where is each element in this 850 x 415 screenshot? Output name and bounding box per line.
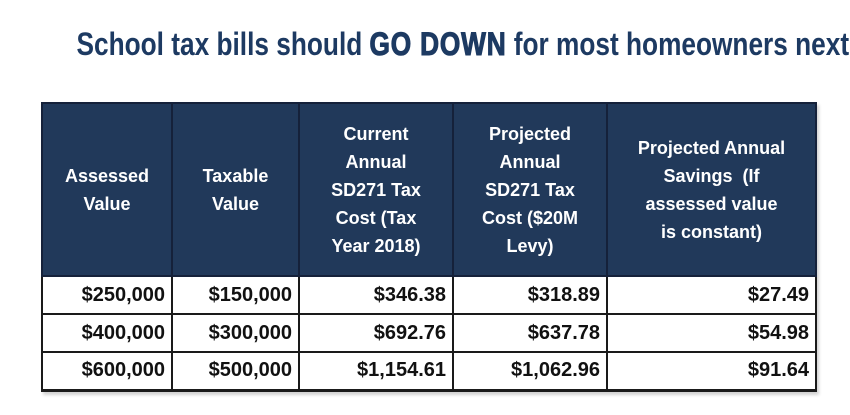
column-header-assessed-value: Assessed Value [41, 102, 173, 277]
cell-projected-savings: $27.49 [606, 275, 817, 315]
cell-taxable-value: $150,000 [171, 275, 300, 315]
cell-assessed-value: $400,000 [41, 313, 173, 353]
column-header-projected-annual-savings: Projected Annual Savings (If assessed va… [606, 102, 817, 277]
column-header-projected-annual-tax-cost: Projected Annual SD271 Tax Cost ($20M Le… [452, 102, 608, 277]
column-header-current-annual-tax-cost: Current Annual SD271 Tax Cost (Tax Year … [298, 102, 454, 277]
column-header-taxable-value: Taxable Value [171, 102, 300, 277]
cell-current-tax-cost: $346.38 [298, 275, 454, 315]
cell-taxable-value: $300,000 [171, 313, 300, 353]
cell-projected-savings: $91.64 [606, 351, 817, 392]
cell-current-tax-cost: $1,154.61 [298, 351, 454, 392]
title-text-before: School tax bills should [76, 26, 370, 62]
header-row: Assessed Value Taxable Value Current Ann… [41, 102, 817, 277]
table-row: $250,000 $150,000 $346.38 $318.89 $27.49 [41, 275, 817, 315]
cell-projected-savings: $54.98 [606, 313, 817, 353]
table-row: $600,000 $500,000 $1,154.61 $1,062.96 $9… [41, 351, 817, 392]
cell-projected-tax-cost: $1,062.96 [452, 351, 608, 392]
table-row: $400,000 $300,000 $692.76 $637.78 $54.98 [41, 313, 817, 353]
tax-comparison-table: Assessed Value Taxable Value Current Ann… [41, 102, 817, 392]
cell-assessed-value: $250,000 [41, 275, 173, 315]
cell-projected-tax-cost: $637.78 [452, 313, 608, 353]
cell-projected-tax-cost: $318.89 [452, 275, 608, 315]
cell-assessed-value: $600,000 [41, 351, 173, 392]
cell-current-tax-cost: $692.76 [298, 313, 454, 353]
cell-taxable-value: $500,000 [171, 351, 300, 392]
title-emphasis: GO DOWN [369, 25, 507, 62]
title-text-after: for most homeowners next year. [513, 26, 850, 62]
page-title: School tax bills should GO DOWN for most… [76, 25, 850, 63]
